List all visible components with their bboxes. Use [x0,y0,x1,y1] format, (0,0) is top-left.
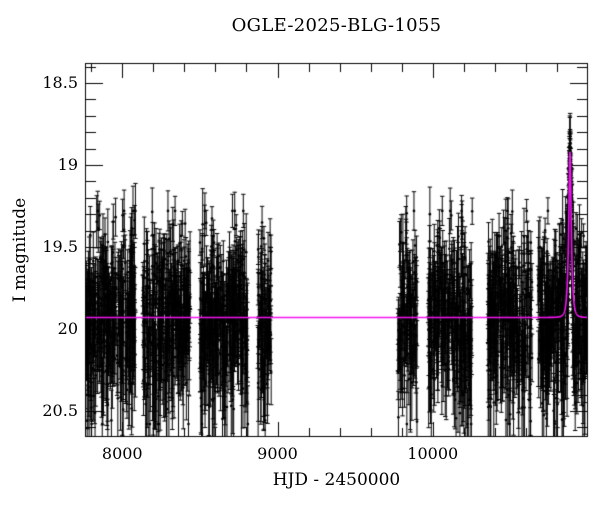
y-tick-label: 19.5 [42,236,78,256]
x-axis-label: HJD - 2450000 [272,470,401,490]
x-tick-label: 8000 [101,444,143,463]
y-tick-label: 20.5 [42,400,78,420]
y-tick-label: 19 [57,154,78,174]
x-tick-label: 9000 [257,444,298,463]
y-tick-label: 20 [57,318,78,338]
chart-title: OGLE-2025-BLG-1055 [231,15,442,36]
y-tick-label: 18.5 [42,73,78,92]
x-tick-label: 10000 [407,444,459,463]
